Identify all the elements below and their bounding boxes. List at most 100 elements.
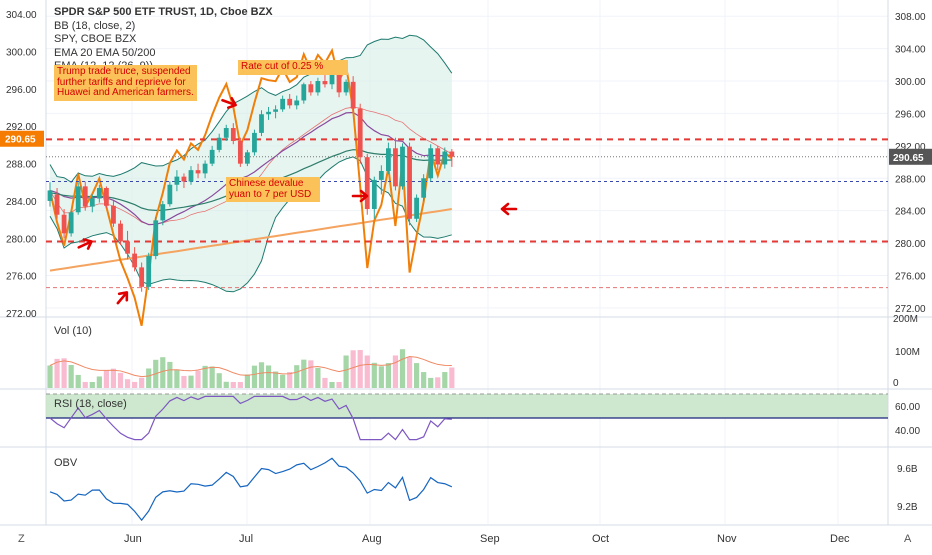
- candle-body: [132, 253, 137, 268]
- volume-bar: [89, 382, 95, 388]
- zoom-icon[interactable]: Z: [18, 533, 25, 545]
- candle-body: [294, 100, 300, 106]
- candle-body: [89, 198, 95, 207]
- price-axis-tick: 280.00: [895, 239, 926, 250]
- volume-bar: [329, 382, 335, 388]
- volume-bar: [216, 373, 222, 388]
- time-axis-label: Jul: [239, 533, 253, 545]
- left-axis-tick: 280.00: [6, 234, 37, 245]
- volume-bar: [435, 377, 441, 388]
- time-axis-label: Oct: [592, 533, 609, 545]
- candle-body: [68, 212, 74, 234]
- volume-bar: [230, 382, 236, 388]
- candle-body: [167, 184, 173, 205]
- volume-bar: [442, 372, 448, 388]
- right-price-tag: [889, 148, 932, 165]
- volume-bar: [68, 364, 74, 388]
- volume-bar: [117, 372, 124, 388]
- price-axis-tick: 288.00: [895, 174, 926, 185]
- candle-body: [75, 186, 81, 213]
- volume-bar: [371, 362, 377, 388]
- candle-body: [336, 74, 342, 93]
- volume-bar: [315, 367, 321, 388]
- volume-bar: [399, 349, 406, 388]
- volume-bar: [103, 370, 109, 388]
- candle-body: [421, 178, 427, 198]
- candle-body: [245, 152, 250, 164]
- volume-bar: [385, 363, 391, 388]
- candle-body: [350, 81, 356, 109]
- volume-bar: [61, 358, 67, 388]
- volume-bar: [223, 381, 229, 388]
- candle-body: [202, 163, 208, 174]
- time-axis-label: Dec: [830, 533, 850, 545]
- candle-body: [371, 179, 377, 210]
- volume-bar: [287, 372, 293, 388]
- volume-bar: [322, 377, 328, 388]
- volume-bar: [195, 370, 201, 388]
- rsi-line: [49, 395, 452, 441]
- obv-line: [49, 457, 453, 522]
- rsi-band: [46, 394, 888, 418]
- candle-body: [407, 146, 412, 219]
- candle-body: [61, 214, 67, 234]
- candle-body: [315, 81, 321, 93]
- candle-body: [393, 148, 398, 187]
- left-axis-tick: 300.00: [6, 47, 37, 58]
- volume-bar: [449, 367, 455, 388]
- ema-20-line: [49, 111, 452, 226]
- candle-body: [442, 151, 448, 165]
- left-price-tag: [0, 130, 44, 147]
- left-axis-tick: 296.00: [6, 85, 37, 96]
- price-axis-tick: 272.00: [895, 304, 926, 315]
- auto-scale-button[interactable]: A: [904, 533, 912, 545]
- candle-body: [195, 170, 201, 174]
- candle-body: [400, 146, 405, 187]
- candle-body: [160, 204, 166, 221]
- obv-axis-tick: 9.2B: [897, 502, 918, 513]
- left-axis-tick: 304.00: [6, 10, 37, 21]
- volume-bar: [294, 365, 300, 388]
- chart-title: SPDR S&P 500 ETF TRUST, 1D, Cboe BZX: [54, 6, 273, 18]
- obv-label: OBV: [54, 457, 78, 469]
- volume-bar: [237, 382, 243, 388]
- candle-body: [237, 140, 243, 164]
- volume-bar: [308, 360, 314, 388]
- note-trade-truce: Trump trade truce, suspended further tar…: [54, 65, 197, 101]
- volume-bar: [160, 357, 166, 388]
- time-axis-label: Sep: [480, 533, 500, 545]
- candle-body: [139, 267, 145, 287]
- note-devalue: Chinese devalue yuan to 7 per USD: [226, 177, 320, 202]
- volume-bar: [181, 375, 187, 388]
- candle-body: [414, 197, 419, 219]
- candle-body: [104, 187, 109, 206]
- volume-bar: [280, 374, 286, 388]
- volume-ma-line: [49, 356, 452, 378]
- volume-bar: [174, 370, 180, 388]
- left-price-tag-label: 290.65: [5, 135, 36, 146]
- candle-body: [125, 241, 130, 254]
- volume-bar: [392, 355, 399, 388]
- volume-bar: [343, 355, 349, 388]
- candle-body: [428, 148, 434, 179]
- volume-axis-tick: 100M: [895, 347, 920, 358]
- volume-bar: [47, 365, 53, 388]
- left-axis-tick: 276.00: [6, 272, 37, 283]
- volume-bar: [96, 376, 102, 388]
- volume-bar: [110, 368, 117, 388]
- volume-bar: [244, 374, 250, 388]
- price-axis-tick: 284.00: [895, 207, 926, 218]
- volume-bar: [202, 365, 208, 388]
- candle-body: [209, 149, 215, 164]
- candle-body: [329, 74, 335, 85]
- volume-bar: [273, 371, 279, 388]
- price-axis-tick: 308.00: [895, 12, 926, 23]
- volume-bar: [188, 375, 194, 388]
- volume-bar: [251, 365, 258, 388]
- candle-body: [273, 109, 278, 112]
- candle-body: [435, 148, 441, 165]
- legend-symbol: SPY, CBOE BZX: [54, 33, 137, 45]
- candle-body: [280, 98, 286, 110]
- volume-bar: [428, 377, 434, 388]
